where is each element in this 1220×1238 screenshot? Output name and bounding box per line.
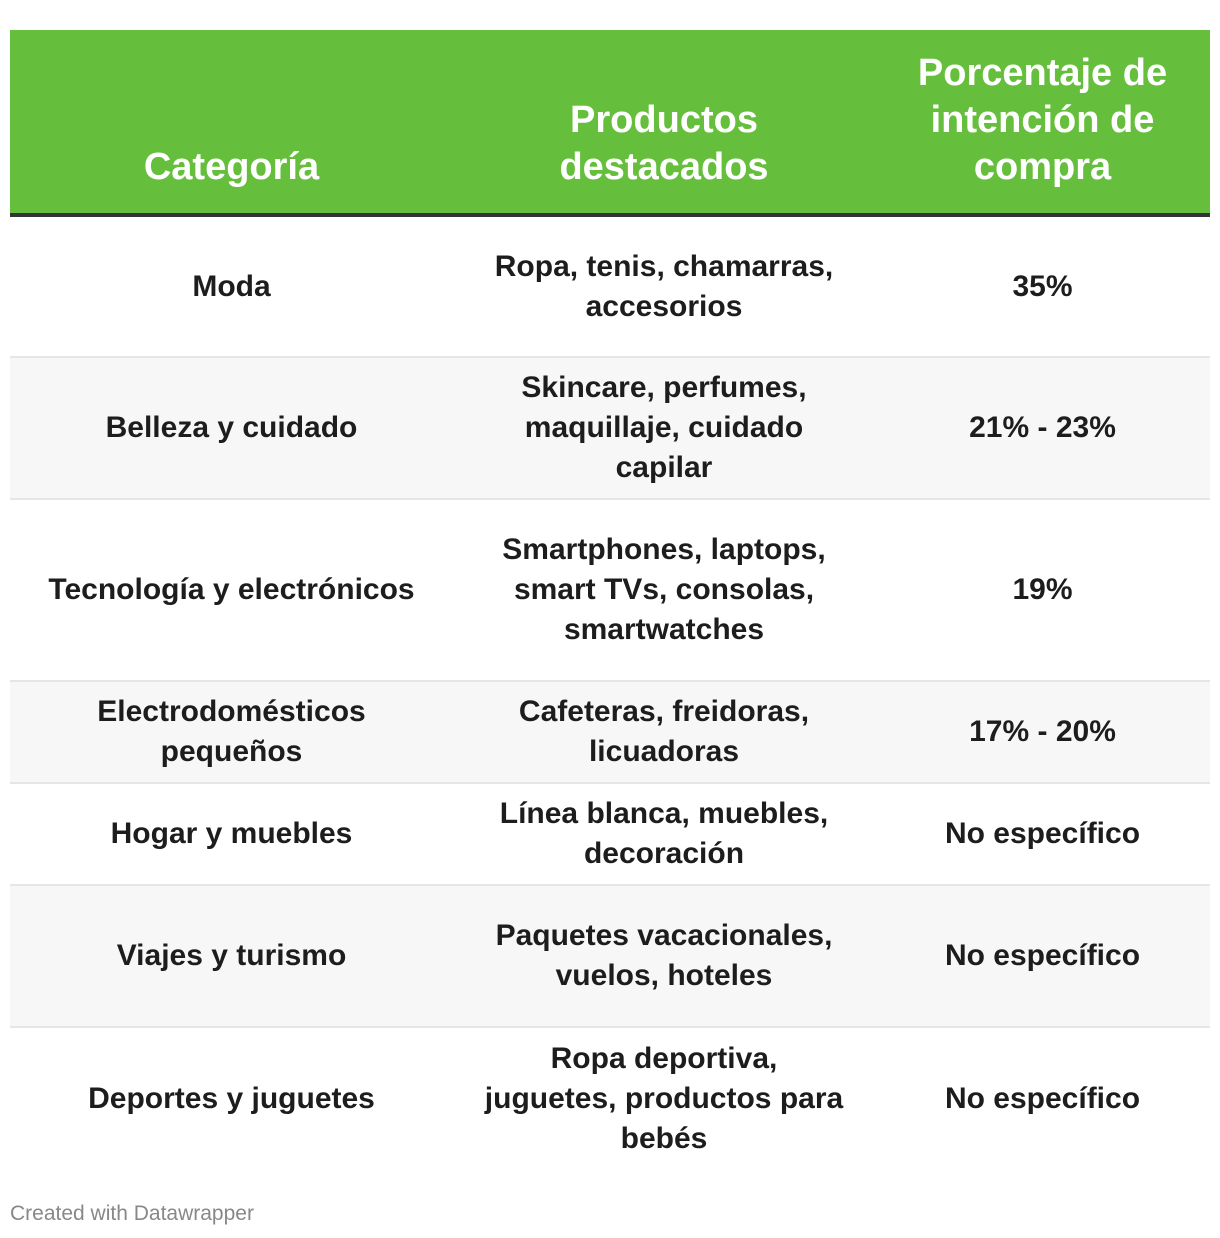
data-table: Categoría Productos destacados Porcentaj…	[10, 30, 1210, 1169]
cell-productos: Skincare, perfumes, maquillaje, cuidado …	[453, 357, 875, 500]
cell-categoria: Belleza y cuidado	[10, 357, 453, 500]
table-body: Moda Ropa, tenis, chamarras, accesorios …	[10, 215, 1210, 1169]
table-row: Viajes y turismo Paquetes vacacionales, …	[10, 885, 1210, 1028]
cell-productos: Cafeteras, freidoras, licuadoras	[453, 681, 875, 784]
cell-porcentaje: No específico	[944, 1081, 1141, 1115]
header-categoria: Categoría	[10, 30, 453, 217]
cell-categoria: Hogar y muebles	[10, 783, 453, 886]
table-row: Deportes y juguetes Ropa deportiva, jugu…	[10, 1027, 1210, 1169]
data-table-container: Categoría Productos destacados Porcentaj…	[10, 30, 1210, 1169]
cell-productos: Smartphones, laptops, smart TVs, consola…	[453, 499, 875, 682]
cell-porcentaje: 35%	[875, 215, 1210, 358]
table-row: Tecnología y electrónicos Smartphones, l…	[10, 499, 1210, 682]
header-row: Categoría Productos destacados Porcentaj…	[10, 30, 1210, 217]
cell-productos: Ropa, tenis, chamarras, accesorios	[453, 215, 875, 358]
table-row: Hogar y muebles Línea blanca, muebles, d…	[10, 783, 1210, 886]
cell-categoria: Tecnología y electrónicos	[10, 499, 453, 682]
cell-productos: Ropa deportiva, juguetes, productos para…	[484, 1041, 844, 1155]
cell-porcentaje: No específico	[875, 783, 1210, 886]
cell-porcentaje: 19%	[875, 499, 1210, 682]
cell-porcentaje: 17% - 20%	[875, 681, 1210, 784]
cell-categoria: Moda	[10, 215, 453, 358]
cell-productos: Paquetes vacacionales, vuelos, hoteles	[453, 885, 875, 1028]
table-row: Belleza y cuidado Skincare, perfumes, ma…	[10, 357, 1210, 500]
cell-productos: Línea blanca, muebles, decoración	[453, 783, 875, 886]
cell-categoria: Viajes y turismo	[10, 885, 453, 1028]
cell-categoria: Electrodomésticos pequeños	[10, 681, 453, 784]
header-porcentaje: Porcentaje de intención de compra	[875, 30, 1210, 217]
cell-porcentaje: No específico	[875, 885, 1210, 1028]
table-row: Moda Ropa, tenis, chamarras, accesorios …	[10, 215, 1210, 358]
cell-categoria: Deportes y juguetes	[88, 1081, 375, 1115]
header-productos: Productos destacados	[453, 30, 875, 217]
table-header: Categoría Productos destacados Porcentaj…	[10, 30, 1210, 217]
footer-credit: Created with Datawrapper	[10, 1202, 254, 1225]
table-row: Electrodomésticos pequeños Cafeteras, fr…	[10, 681, 1210, 784]
cell-porcentaje: 21% - 23%	[875, 357, 1210, 500]
